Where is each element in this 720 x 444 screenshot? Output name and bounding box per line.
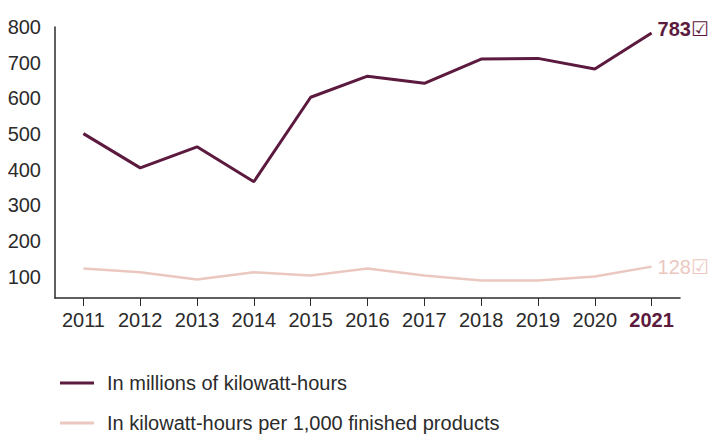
svg-text:200: 200	[8, 230, 41, 252]
svg-text:800: 800	[8, 16, 41, 38]
svg-text:2012: 2012	[118, 309, 163, 331]
svg-text:2020: 2020	[573, 309, 618, 331]
svg-text:300: 300	[8, 194, 41, 216]
svg-text:2021: 2021	[629, 309, 674, 331]
svg-text:2017: 2017	[402, 309, 447, 331]
svg-text:In kilowatt-hours per 1,000 fi: In kilowatt-hours per 1,000 finished pro…	[107, 412, 499, 434]
svg-text:700: 700	[8, 52, 41, 74]
svg-text:783☑: 783☑	[658, 18, 709, 40]
svg-text:400: 400	[8, 159, 41, 181]
svg-text:600: 600	[8, 87, 41, 109]
svg-text:2019: 2019	[516, 309, 561, 331]
svg-text:2011: 2011	[62, 309, 105, 331]
svg-text:2018: 2018	[459, 309, 504, 331]
svg-text:2013: 2013	[175, 309, 220, 331]
svg-text:128☑: 128☑	[658, 256, 709, 278]
svg-text:100: 100	[8, 266, 41, 288]
svg-text:500: 500	[8, 123, 41, 145]
svg-text:2014: 2014	[232, 309, 276, 331]
svg-text:2015: 2015	[288, 309, 333, 331]
svg-text:In millions of kilowatt-hours: In millions of kilowatt-hours	[107, 372, 347, 394]
svg-text:2016: 2016	[345, 309, 390, 331]
